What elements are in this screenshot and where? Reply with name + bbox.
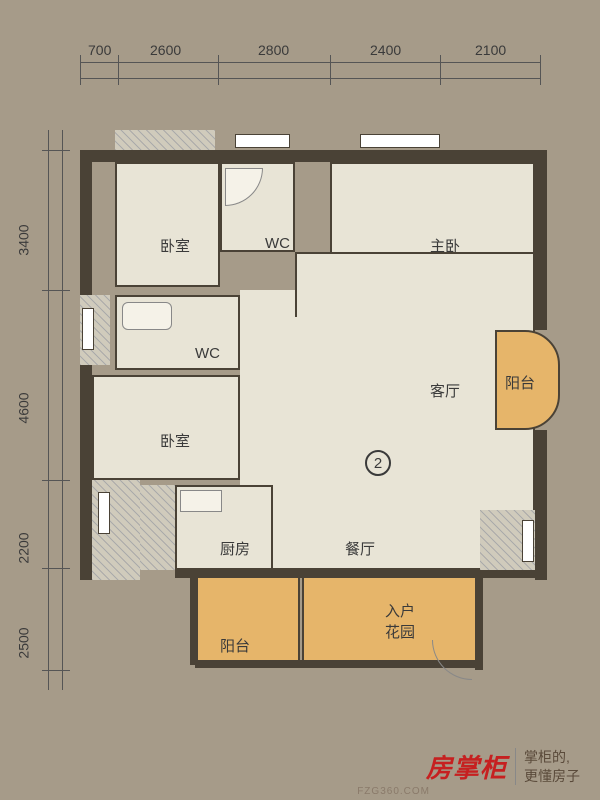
wall-bottom (175, 570, 540, 578)
wall-outer (535, 430, 547, 580)
dim-tick (42, 670, 70, 671)
window-icon (82, 308, 94, 350)
room-bedroom2 (92, 375, 240, 480)
dim-tick (42, 290, 70, 291)
dim-line-left-2 (62, 130, 63, 690)
wall-outer (80, 150, 92, 580)
label-wc2: WC (195, 345, 220, 362)
hatch-kitchen (140, 485, 175, 570)
dim-top-4: 2100 (475, 42, 506, 58)
stove-icon (180, 490, 222, 512)
dim-tick (118, 55, 119, 85)
wall-v2 (475, 570, 483, 670)
label-wc1: WC (265, 235, 290, 252)
dim-line-left-1 (48, 130, 49, 690)
dim-tick (218, 55, 219, 85)
label-balcony-right: 阳台 (505, 372, 535, 393)
dim-tick (440, 55, 441, 85)
dim-tick (330, 55, 331, 85)
unit-number-badge: 2 (365, 450, 391, 476)
dim-left-3: 2500 (16, 627, 32, 658)
dim-top-3: 2400 (370, 42, 401, 58)
dim-tick (42, 568, 70, 569)
unit-number: 2 (374, 455, 382, 472)
logo-url: FZG360.COM (357, 786, 430, 797)
wall-outer (535, 150, 547, 330)
floor-plan: 卧室 WC 主卧 WC 卧室 客厅 2 阳台 餐厅 厨房 阳台 入户 花园 (80, 130, 560, 690)
room-living-upper (295, 252, 535, 317)
dim-top-1: 2600 (150, 42, 181, 58)
window-icon (360, 134, 440, 148)
dim-tick (540, 55, 541, 85)
label-kitchen: 厨房 (220, 538, 250, 559)
label-bedroom2: 卧室 (160, 430, 190, 451)
dim-tick (80, 55, 81, 85)
wall-outer (80, 150, 545, 162)
dim-top-0: 700 (88, 42, 111, 58)
door-arc-icon (432, 640, 472, 680)
window-icon (98, 492, 110, 534)
dim-tick (42, 480, 70, 481)
logo-main: 房掌柜 (426, 748, 507, 785)
label-dining: 餐厅 (345, 538, 375, 559)
room-bedroom1 (115, 162, 220, 287)
dim-tick (42, 150, 70, 151)
label-bedroom1: 卧室 (160, 235, 190, 256)
label-balcony-bottom: 阳台 (220, 635, 250, 656)
window-icon (522, 520, 534, 562)
label-garden: 入户 花园 (385, 600, 415, 642)
window-icon (235, 134, 290, 148)
logo-block: 房掌柜 掌柜的, 更懂房子 (426, 748, 580, 785)
logo-tagline: 掌柜的, 更懂房子 (515, 748, 580, 784)
dim-left-2: 2200 (16, 532, 32, 563)
bathtub-icon (122, 302, 172, 330)
dim-line-top-2 (80, 78, 540, 79)
dim-left-1: 4600 (16, 392, 32, 423)
dim-line-top-1 (80, 62, 540, 63)
dim-left-0: 3400 (16, 224, 32, 255)
wall-v1 (190, 570, 198, 665)
hatch-top (115, 130, 215, 150)
dim-top-2: 2800 (258, 42, 289, 58)
label-living: 客厅 (430, 380, 460, 401)
